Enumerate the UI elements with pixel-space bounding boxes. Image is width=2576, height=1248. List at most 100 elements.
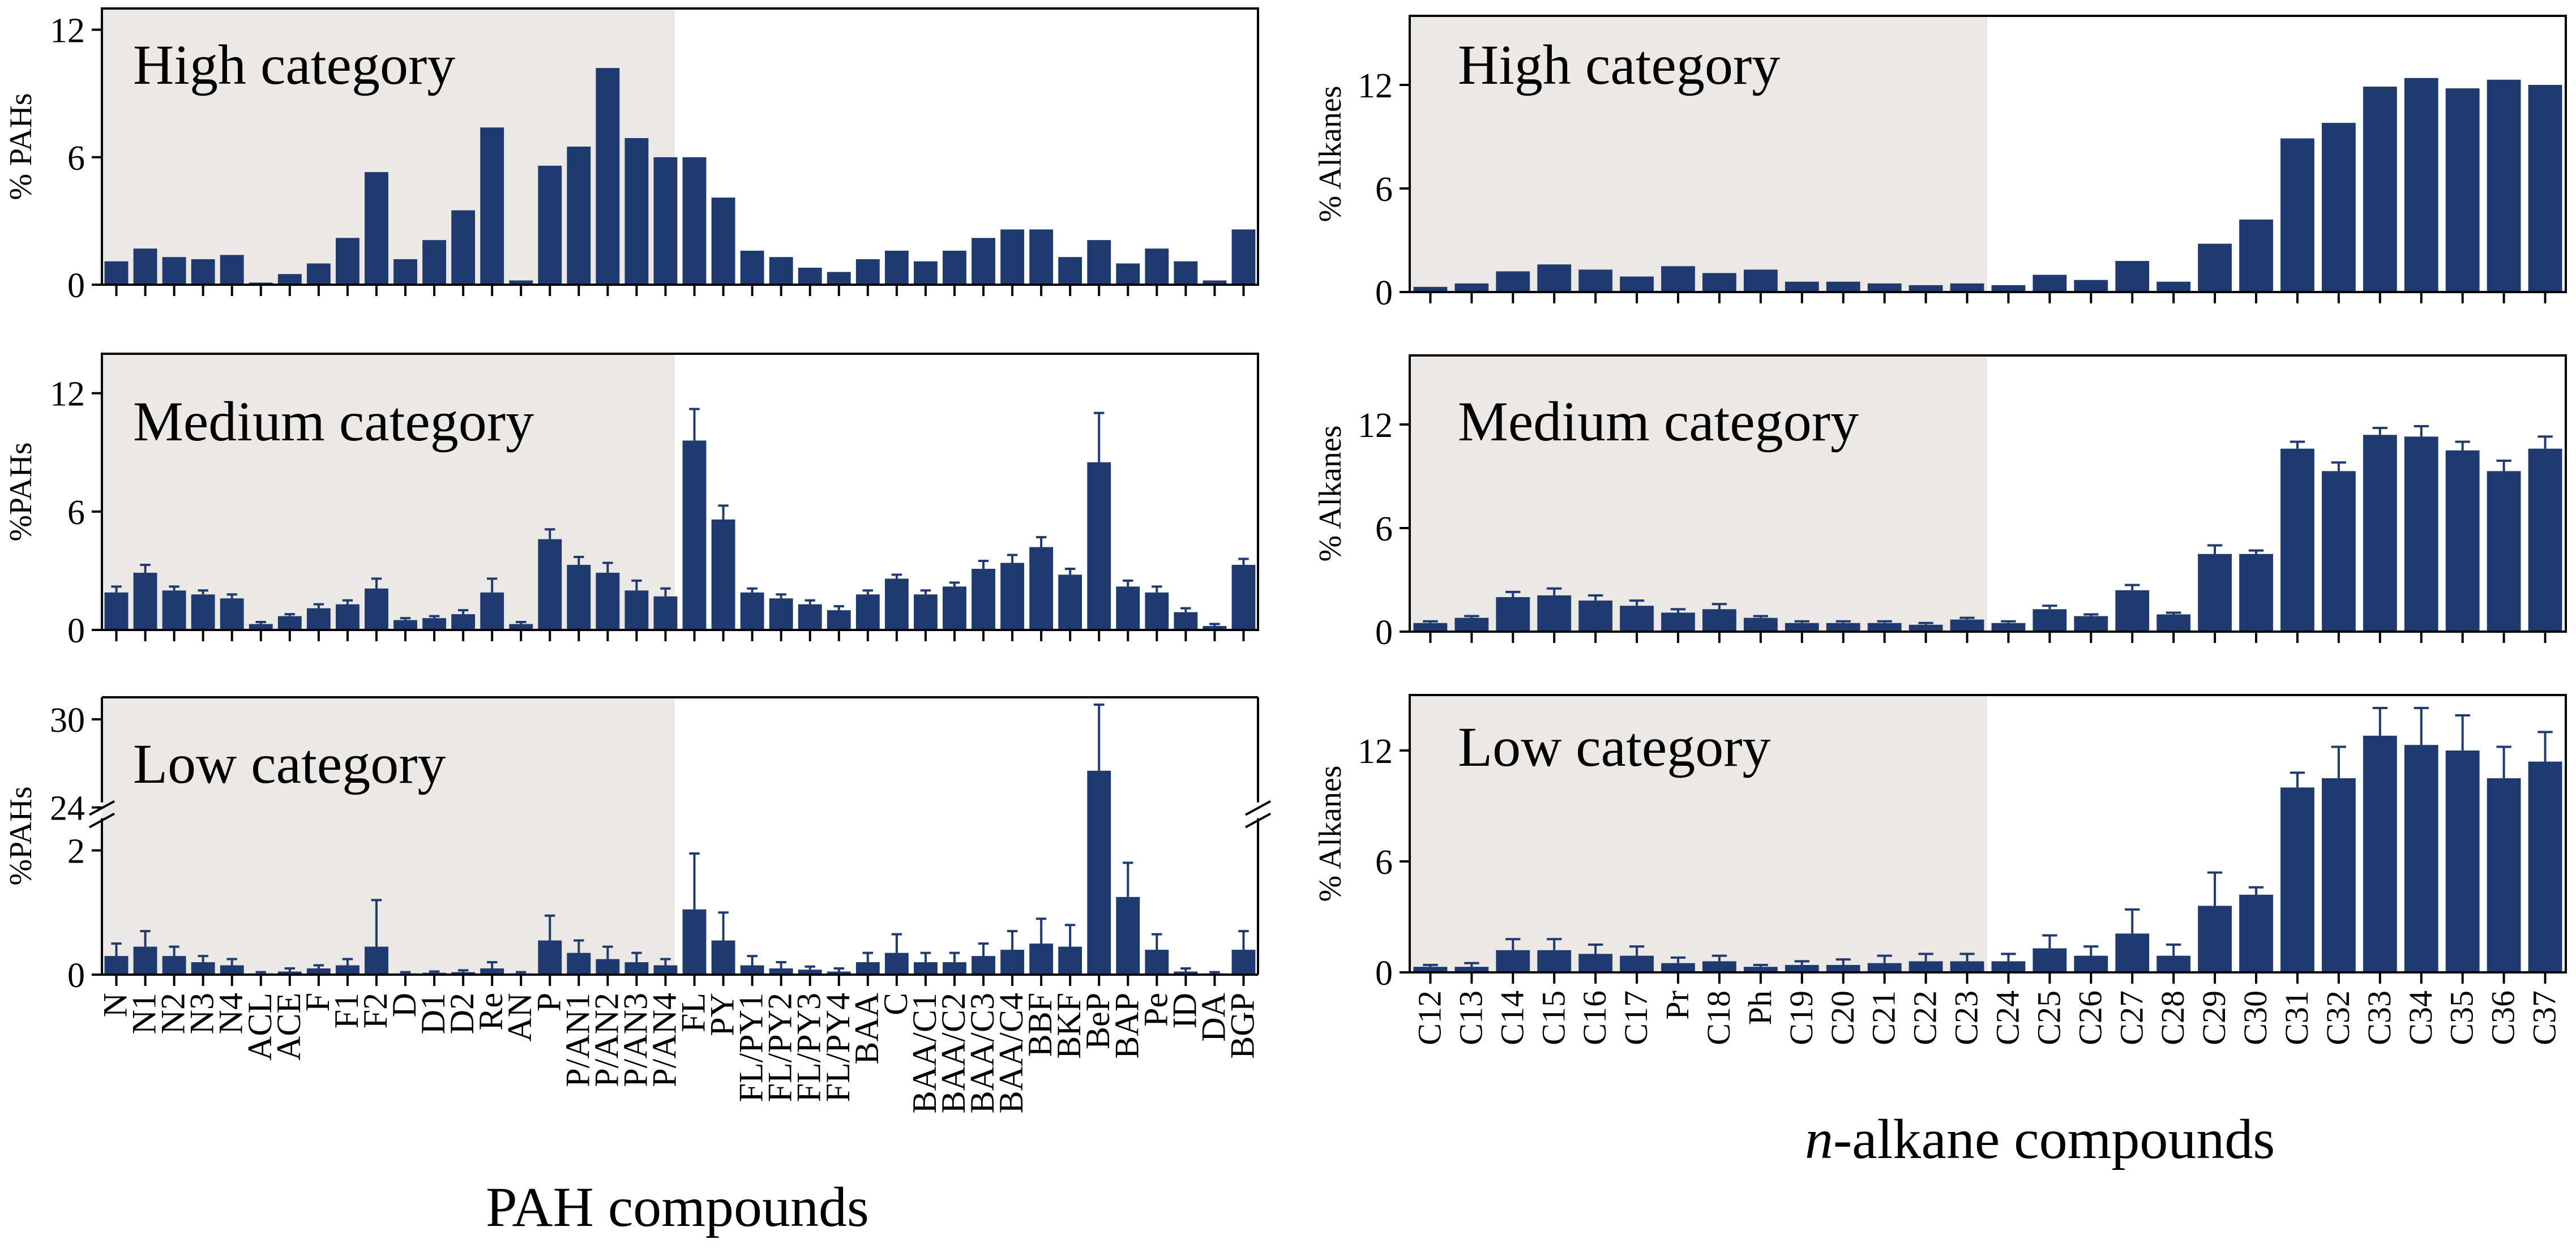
- alk-medium-bar-C27: [2115, 590, 2150, 632]
- alk-low-x-tick-label-C13: C13: [1452, 990, 1489, 1045]
- alk-low-bar-C14: [1496, 950, 1530, 972]
- alk-low-bar-C32: [2321, 778, 2356, 972]
- alk-low-x-tick-label-Pr: Pr: [1659, 990, 1696, 1020]
- pah-low-x-tick-label-F1: F1: [328, 993, 365, 1028]
- pah-low-bar-P: [538, 940, 562, 975]
- alk-high-bar-C23: [1950, 283, 1984, 292]
- pah-high-bar-BBF: [1029, 229, 1054, 285]
- alk-low-bar-C18: [1702, 961, 1736, 972]
- pah-medium-bar-N4: [220, 598, 244, 630]
- pah-medium-bar-BAA/C3: [972, 568, 995, 630]
- alk-medium-bar-C26: [2074, 616, 2108, 632]
- alk-low-x-tick-label-C12: C12: [1411, 990, 1448, 1045]
- pah-low-bar-BAA/C3: [972, 956, 995, 975]
- alk-high-bar-C34: [2404, 78, 2438, 293]
- pah-high-bar-FL/PY4: [827, 272, 851, 285]
- alk-low-bar-C36: [2487, 778, 2521, 972]
- pah-low-bar-FL/PY2: [769, 968, 793, 975]
- pah-low-x-tick-label-BBF: BBF: [1021, 993, 1059, 1057]
- alk-high-bar-C25: [2032, 275, 2067, 292]
- alk-medium-bar-C33: [2363, 435, 2397, 632]
- pah-high-bar-N2: [162, 257, 186, 285]
- pah-high-bar-N: [104, 261, 129, 285]
- alk-low-bar-C28: [2156, 955, 2191, 972]
- pah-low-x-tick-label-N: N: [97, 993, 134, 1017]
- alk-high-bar-C19: [1785, 281, 1819, 292]
- pah-high-bar-FL/PY3: [798, 267, 822, 285]
- alk-medium-y-tick-label: 0: [1375, 614, 1393, 652]
- alk-medium-bar-C13: [1454, 617, 1489, 632]
- pah-high-bar-BAA/C2: [943, 250, 966, 285]
- pah-medium-bar-FL: [682, 440, 707, 630]
- alk-medium-y-tick-label: 12: [1358, 406, 1393, 445]
- pah-high-bar-FL/PY1: [740, 250, 764, 285]
- alk-low-y-tick-label: 12: [1358, 732, 1393, 771]
- pah-medium-bar-D2: [451, 614, 476, 630]
- pah-medium-bar-BGP: [1231, 564, 1256, 630]
- pah-low-x-tick-label-F: F: [299, 993, 336, 1011]
- alk-low-x-tick-label-C14: C14: [1494, 990, 1530, 1045]
- alk-low-frame: [1409, 694, 2567, 973]
- alk-low-bar-Pr: [1661, 963, 1695, 972]
- alk-medium-bar-C30: [2239, 554, 2273, 632]
- pah-high-bar-ID: [1174, 261, 1198, 285]
- alk-high-bar-C26: [2074, 280, 2108, 292]
- pah-high-bar-P/AN2: [596, 68, 620, 285]
- pah-medium-bar-P/AN1: [567, 564, 591, 630]
- alk-high-bar-C28: [2156, 281, 2191, 292]
- pah-medium-bar-FL/PY2: [769, 598, 793, 630]
- alk-high-bar-C15: [1537, 264, 1572, 292]
- alk-medium-bar-C32: [2321, 471, 2356, 632]
- pah-low-y-tick-label: 2: [67, 832, 85, 870]
- pah-low-x-tick-label-BKF: BKF: [1050, 993, 1088, 1059]
- alk-low-bar-C20: [1826, 964, 1860, 972]
- alk-low-x-tick-label-C36: C36: [2485, 990, 2522, 1045]
- alk-high-bar-C31: [2280, 138, 2314, 293]
- pah-medium-bar-BAA/C1: [913, 594, 938, 630]
- alk-low-bar-C12: [1413, 967, 1448, 972]
- pah-high-bar-D: [393, 259, 417, 285]
- alk-medium-shaded-band: [1410, 355, 1987, 632]
- pah-high-bar-FL: [682, 157, 707, 285]
- alk-low-x-tick-label-C24: C24: [1989, 990, 2026, 1045]
- alk-medium-bar-C25: [2032, 609, 2067, 632]
- pah-high-title: High category: [133, 33, 455, 96]
- alk-medium-bar-C35: [2445, 450, 2480, 632]
- pah-medium-bar-FL/PY1: [740, 592, 764, 630]
- pah-high-bar-F1: [335, 238, 360, 285]
- alk-high-frame: [1409, 15, 2567, 293]
- pah-high-bar-F: [306, 263, 331, 285]
- pah-low-bar-N3: [191, 962, 215, 975]
- pah-low-x-tick-label-F2: F2: [357, 993, 394, 1028]
- alk-low-x-tick-label-C20: C20: [1824, 990, 1861, 1045]
- alk-low-bar-C13: [1454, 967, 1489, 972]
- alk-high-bar-C35: [2445, 88, 2480, 292]
- alk-medium-bar-C28: [2156, 614, 2191, 632]
- pah-medium-title: Medium category: [133, 390, 534, 453]
- alk-low-bar-C34: [2404, 745, 2438, 972]
- alkane-x-axis-title-n: n: [1805, 1108, 1833, 1170]
- pah-high-y-tick-label: 12: [50, 12, 85, 50]
- pah-low-bar-BBF: [1029, 943, 1054, 975]
- pah-low-x-tick-label-FL/PY3: FL/PY3: [790, 993, 828, 1102]
- pah-low-x-tick-label-N4: N4: [212, 993, 250, 1034]
- pah-high-bar-N4: [220, 255, 244, 285]
- pah-low-bar-ACE: [277, 971, 302, 975]
- alk-medium-frame: [1409, 354, 2567, 633]
- pah-low-x-tick-label-C: C: [877, 993, 914, 1015]
- pah-high-bar-F2: [365, 172, 388, 285]
- pah-medium-bar-N3: [191, 594, 215, 630]
- pah-low-bar-BAA/C1: [913, 962, 938, 975]
- pah-low-bar-P/AN3: [624, 962, 649, 975]
- pah-medium-bar-FL/PY4: [827, 610, 851, 630]
- alk-low-bar-Ph: [1743, 967, 1778, 972]
- pah-low-bar-F1: [335, 965, 360, 975]
- pah-low-x-tick-label-PY: PY: [704, 993, 741, 1036]
- alk-high-bar-C14: [1496, 271, 1530, 292]
- pah-high-bar-DA: [1203, 280, 1227, 285]
- pah-low-bar-FL/PY4: [827, 971, 851, 975]
- pah-low-bar-N4: [220, 965, 244, 975]
- pah-low-x-tick-label-FL/PY1: FL/PY1: [733, 993, 770, 1102]
- alk-medium-bar-C15: [1537, 595, 1572, 632]
